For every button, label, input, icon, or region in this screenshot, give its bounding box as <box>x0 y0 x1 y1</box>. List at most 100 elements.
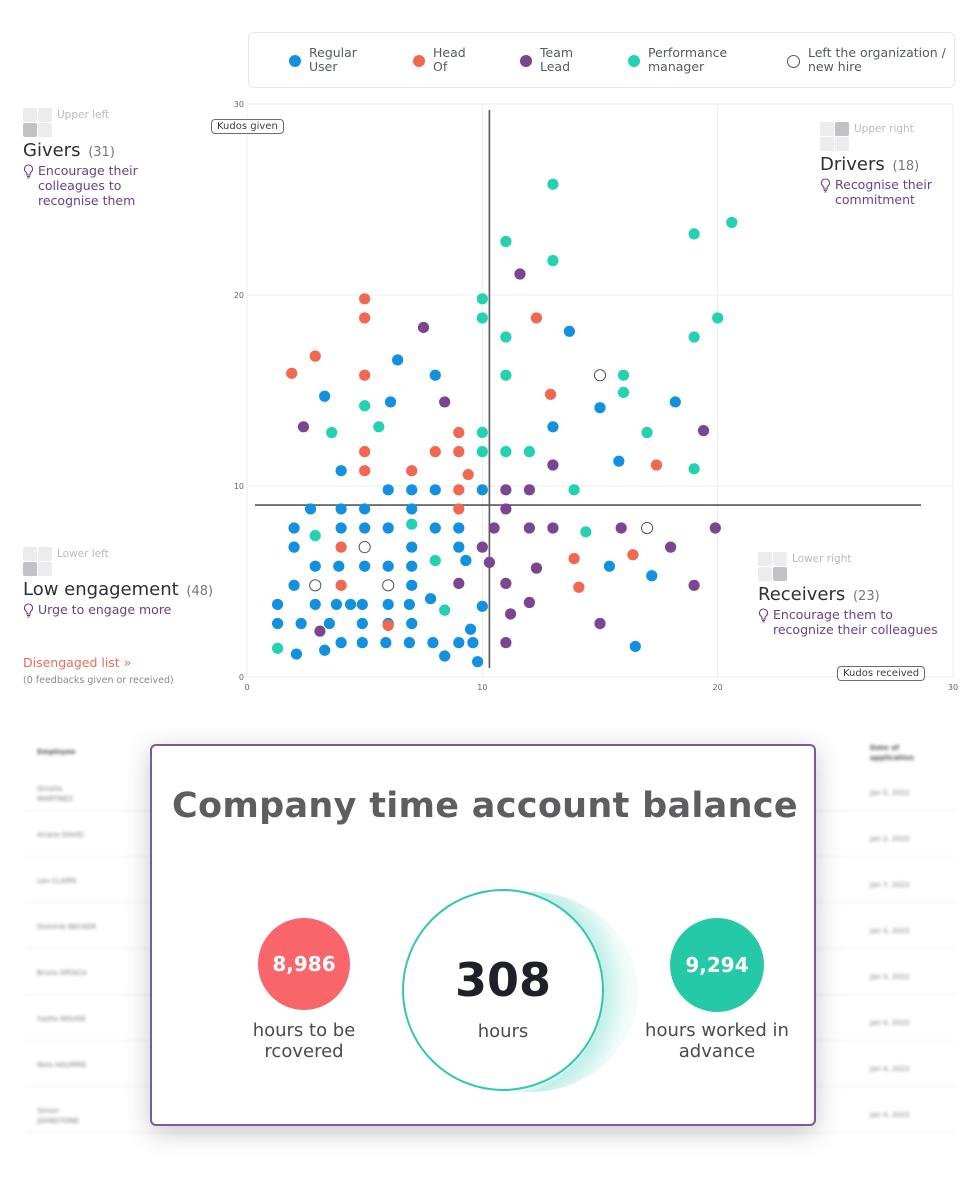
data-point <box>462 468 474 481</box>
quadrant-upper-right: Upper right Drivers (18) Recognise their… <box>820 122 950 207</box>
y-tick-label: 30 <box>234 100 244 109</box>
application-date: Jan 7, 2022 <box>870 881 910 889</box>
disengaged-list-link[interactable]: Disengaged list » <box>23 655 132 670</box>
legend-label: Team Lead <box>540 45 574 74</box>
data-point <box>530 312 543 324</box>
quadrant-name: Low engagement <box>23 579 179 600</box>
hours-to-recover-badge: 8,986 <box>258 918 350 1010</box>
quadrant-tip-text: Recognise their commitment <box>835 177 932 207</box>
quadrant-name: Drivers <box>820 154 885 175</box>
quadrant-title: Drivers (18) <box>820 154 950 175</box>
data-point <box>467 637 479 649</box>
data-point <box>356 617 368 630</box>
quadrant-count: (31) <box>88 145 115 160</box>
data-point <box>403 598 415 611</box>
data-point <box>640 521 654 535</box>
data-point <box>573 581 585 593</box>
data-point <box>330 598 343 611</box>
data-point <box>483 556 495 569</box>
data-point <box>453 503 465 515</box>
data-point <box>603 560 616 572</box>
quadrant-lower-left: Lower left Low engagement (48) Urge to e… <box>23 547 213 618</box>
data-point <box>309 530 321 542</box>
data-point <box>646 570 658 582</box>
data-point <box>406 465 418 477</box>
data-point <box>309 598 321 611</box>
data-point <box>500 503 512 515</box>
data-point <box>453 541 465 553</box>
data-point <box>453 446 465 458</box>
employee-name: Nela AGUIRRE <box>37 1061 87 1069</box>
data-point <box>288 522 300 534</box>
data-point <box>650 459 663 471</box>
y-tick-label: 10 <box>234 482 244 491</box>
data-point <box>476 541 488 553</box>
quadrant-tip-text: Encourage their colleagues to recognise … <box>38 163 138 208</box>
data-point <box>504 608 517 620</box>
data-point <box>476 446 488 458</box>
data-point <box>403 637 415 649</box>
data-point <box>500 331 512 343</box>
data-point <box>523 522 536 534</box>
application-date: Jan 5, 2022 <box>870 789 910 797</box>
legend-item-performance-manager[interactable]: Performance manager <box>628 46 738 74</box>
data-point <box>335 637 347 649</box>
data-point <box>344 598 357 611</box>
data-point <box>627 549 639 561</box>
data-point <box>429 554 441 567</box>
legend-item-regular-user[interactable]: Regular User <box>289 46 369 74</box>
data-point <box>580 526 592 538</box>
data-point <box>304 503 317 515</box>
legend-label: Regular User <box>309 45 357 74</box>
legend-item-team-lead[interactable]: Team Lead <box>520 46 580 74</box>
data-point <box>335 522 347 534</box>
x-tick-label: 20 <box>713 683 723 692</box>
legend-item-head-of[interactable]: Head Of <box>413 46 471 74</box>
data-point <box>271 598 284 611</box>
data-point <box>356 637 368 649</box>
legend-dot-regular-user <box>289 55 301 67</box>
data-point <box>406 560 418 572</box>
data-point <box>392 354 404 366</box>
data-point <box>688 579 700 591</box>
data-point <box>335 579 347 591</box>
application-date: Jan 4, 2022 <box>870 1065 910 1073</box>
card-title: Company time account balance <box>172 786 798 826</box>
quadrant-tip: Urge to engage more <box>23 602 213 618</box>
legend-label: Left the organization / new hire <box>808 45 946 74</box>
data-point <box>309 579 322 592</box>
table-header-employee: Employee <box>37 748 76 756</box>
legend-item-left-organization[interactable]: Left the organization / new hire <box>787 46 948 74</box>
data-point <box>500 484 512 496</box>
lightbulb-icon <box>758 608 769 623</box>
quadrant-tip-text: Urge to engage more <box>38 602 172 617</box>
data-point <box>568 552 580 565</box>
legend-dot-left-organization <box>787 55 800 68</box>
employee-name: Simon JOHNSTONE <box>37 1107 79 1125</box>
data-point <box>359 312 371 324</box>
y-tick-label: 20 <box>234 291 244 300</box>
y-tick-label: 0 <box>239 673 244 682</box>
quadrant-tip: Recognise their commitment <box>820 177 950 207</box>
data-point <box>323 617 335 630</box>
data-point <box>568 484 580 496</box>
quadrant-tip-text: Encourage them to recognize their collea… <box>773 607 938 637</box>
data-point <box>547 421 559 433</box>
application-date: Jan 4, 2022 <box>870 1019 910 1027</box>
data-point <box>613 455 625 467</box>
data-point <box>726 216 738 229</box>
data-point <box>544 388 557 400</box>
x-tick-label: 30 <box>948 683 958 692</box>
quadrant-name: Givers <box>23 140 81 161</box>
application-date: Jan 2, 2022 <box>870 835 910 843</box>
data-point <box>453 577 465 590</box>
data-point <box>629 640 641 653</box>
data-point <box>356 598 368 611</box>
data-point <box>309 350 321 362</box>
data-point <box>476 484 488 496</box>
lightbulb-icon <box>820 178 831 193</box>
data-point <box>358 541 371 554</box>
data-point <box>500 369 512 381</box>
data-point <box>547 522 559 534</box>
data-point <box>406 503 418 515</box>
